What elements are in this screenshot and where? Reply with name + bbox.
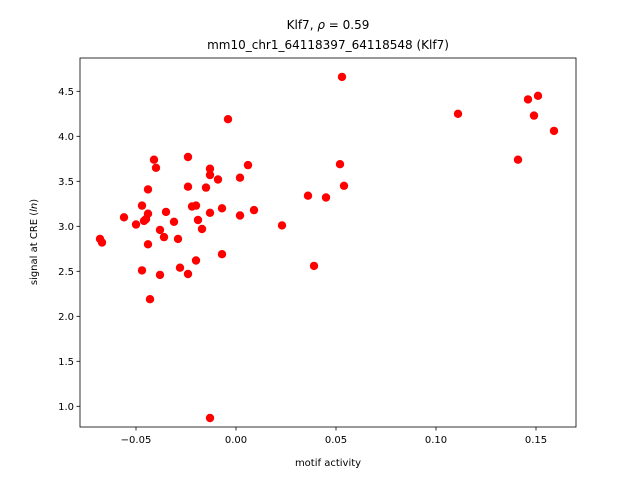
x-axis-ticks: −0.05 0.00 0.05 0.10 0.15 [121,427,547,446]
data-point-2 [97,238,107,247]
data-point-55 [549,126,559,136]
x-tick-label: 0.05 [325,435,347,446]
data-point-10 [143,209,153,218]
data-point-36 [217,204,227,213]
data-point-19 [169,217,179,226]
data-point-12 [145,295,155,304]
x-tick-label: 0.10 [425,435,447,446]
rho-symbol: ρ [317,18,325,32]
y-tick-label: 3.0 [58,222,74,233]
data-point-41 [243,160,253,170]
data-point-13 [149,155,159,164]
data-point-26 [191,201,201,210]
data-point-21 [175,263,185,272]
y-tick-label: 2.0 [58,312,74,323]
y-axis-ticks: 1.0 1.5 2.0 2.5 3.0 3.5 4.0 4.5 [58,87,80,413]
data-point-22 [183,152,193,162]
y-tick-label: 1.5 [58,357,74,368]
data-point-16 [155,225,165,235]
data-point-9 [143,185,153,194]
x-axis-label: motif activity [295,458,361,469]
data-point-30 [201,183,211,192]
data-point-20 [173,234,183,244]
data-point-15 [155,270,165,280]
data-point-3 [119,213,129,222]
x-tick-label: −0.05 [121,435,152,446]
data-point-45 [309,261,319,271]
data-point-54 [533,91,543,101]
data-point-49 [337,72,347,82]
data-point-48 [339,181,349,190]
data-point-29 [197,224,207,234]
data-point-18 [161,207,171,217]
data-point-51 [513,155,523,164]
data-point-37 [217,250,227,259]
x-tick-label: 0.00 [225,435,247,446]
data-point-52 [523,95,533,104]
data-point-27 [191,256,201,265]
y-tick-label: 3.5 [58,177,74,188]
y-axis-label: signal at CRE (ln) [29,199,40,285]
data-point-28 [193,215,203,225]
chart-title: Klf7, ρ = 0.59 [287,18,370,32]
data-point-50 [453,109,463,119]
y-tick-label: 4.0 [58,132,74,143]
data-point-33 [205,208,215,217]
data-point-47 [335,160,345,169]
data-point-46 [321,193,331,202]
data-point-43 [277,221,287,230]
data-points [95,72,559,423]
data-point-23 [183,182,193,191]
data-point-42 [249,205,259,215]
plot-frame [79,57,577,428]
data-point-31 [205,164,215,173]
data-point-38 [223,115,233,124]
data-point-35 [213,175,223,184]
data-point-24 [183,269,193,279]
data-point-44 [303,191,313,200]
data-point-4 [131,220,141,229]
data-point-32 [205,170,215,180]
y-tick-label: 2.5 [58,267,74,278]
data-point-14 [151,163,161,172]
y-tick-label: 1.0 [58,402,74,413]
data-point-5 [137,201,147,210]
data-point-40 [235,211,245,220]
x-tick-label: 0.15 [525,435,547,446]
data-point-34 [205,413,215,423]
data-point-8 [137,266,147,275]
chart-subtitle: mm10_chr1_64118397_64118548 (Klf7) [207,38,449,52]
data-point-53 [529,111,539,120]
data-point-17 [159,232,169,242]
data-point-11 [143,240,153,249]
y-tick-label: 4.5 [58,87,74,98]
data-point-39 [235,173,245,182]
